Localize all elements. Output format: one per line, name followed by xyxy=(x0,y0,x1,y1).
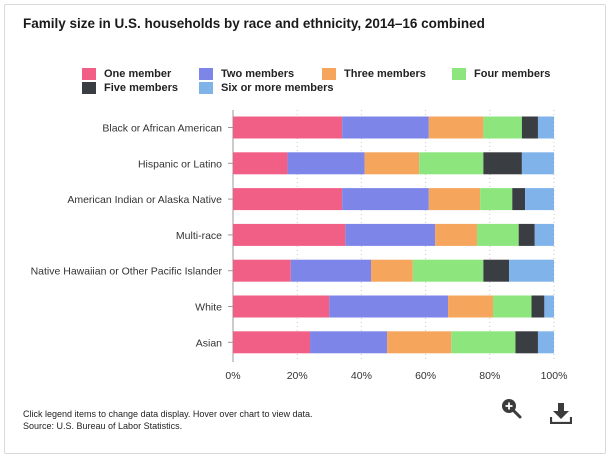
category-label: Native Hawaiian or Other Pacific Islande… xyxy=(31,266,223,278)
category-label: Black or African American xyxy=(102,123,222,135)
legend-label: Four members xyxy=(474,68,551,80)
bar-segment[interactable]: American Indian or Alaska Native — Three… xyxy=(428,188,481,211)
legend-item-six-or-more-members[interactable]: Six or more members xyxy=(199,81,334,95)
legend-swatch xyxy=(322,68,336,80)
bar-segment[interactable]: Asian — One member: 24% xyxy=(233,331,311,354)
bar-segment[interactable]: Black or African American — Five members… xyxy=(521,116,538,139)
bar-segment[interactable]: White — Three members: 14% xyxy=(448,295,494,318)
legend-swatch xyxy=(199,82,213,94)
bar-segment[interactable]: Native Hawaiian or Other Pacific Islande… xyxy=(233,259,291,282)
legend-label: One member xyxy=(104,68,172,80)
category-label: Multi-race xyxy=(176,230,222,242)
legend-label: Six or more members xyxy=(221,82,334,94)
bar-segment[interactable]: American Indian or Alaska Native — One m… xyxy=(233,188,343,211)
bar-segment[interactable]: White — Four members: 12% xyxy=(493,295,532,318)
bar-segment[interactable]: Asian — Six or more members: 5% xyxy=(537,331,554,354)
bar-segment[interactable]: White — Five members: 4% xyxy=(531,295,545,318)
category-label: Hispanic or Latino xyxy=(138,158,222,170)
bar-segment[interactable]: Asian — Two members: 24% xyxy=(310,331,388,354)
bar-segment[interactable]: White — Two members: 37% xyxy=(329,295,449,318)
bars[interactable]: Black or African American — One member: … xyxy=(233,116,554,354)
bar-segment[interactable]: Multi-race — One member: 35% xyxy=(233,223,346,246)
bar-segment[interactable]: Black or African American — One member: … xyxy=(233,116,343,139)
x-tick-labels: 0% 20% 40% 60% 80% 100% xyxy=(225,370,567,382)
bar-segment[interactable]: Multi-race — Four members: 13% xyxy=(476,223,519,246)
bar-segment[interactable]: Multi-race — Three members: 13% xyxy=(435,223,477,246)
legend-item-two-members[interactable]: Two members xyxy=(199,67,294,81)
chart-title: Family size in U.S. households by race a… xyxy=(23,16,485,31)
bar-segment[interactable]: Black or African American — Three member… xyxy=(428,116,484,139)
legend-item-five-members[interactable]: Five members xyxy=(82,81,178,95)
bar-segment[interactable]: American Indian or Alaska Native — Two m… xyxy=(342,188,429,211)
legend-swatch xyxy=(82,82,96,94)
legend-label: Two members xyxy=(221,68,295,80)
bar-segment[interactable]: Multi-race — Six or more members: 6% xyxy=(534,223,554,246)
footer-source: Source: U.S. Bureau of Labor Statistics. xyxy=(23,421,183,431)
x-tick-label: 80% xyxy=(479,370,500,382)
legend-swatch xyxy=(199,68,213,80)
footer-note: Click legend items to change data displa… xyxy=(23,409,313,419)
legend-swatch xyxy=(452,68,466,80)
bar-segment[interactable]: Black or African American — Six or more … xyxy=(537,116,554,139)
category-labels: Black or African American Hispanic or Lat… xyxy=(31,123,223,350)
x-tick-label: 20% xyxy=(287,370,308,382)
bar-segment[interactable]: Native Hawaiian or Other Pacific Islande… xyxy=(483,259,510,282)
legend-item-four-members[interactable]: Four members xyxy=(452,67,550,81)
bar-segment[interactable]: Hispanic or Latino — Four members: 20% xyxy=(419,152,484,175)
bar-segment[interactable]: Asian — Three members: 20% xyxy=(387,331,452,354)
x-tick-label: 60% xyxy=(415,370,436,382)
bar-segment[interactable]: Asian — Five members: 7% xyxy=(515,331,538,354)
bar-segment[interactable]: Hispanic or Latino — One member: 17% xyxy=(233,152,288,175)
zoom-in-icon[interactable] xyxy=(500,397,522,419)
bar-segment[interactable]: Hispanic or Latino — Two members: 24% xyxy=(287,152,365,175)
category-label: American Indian or Alaska Native xyxy=(67,194,222,206)
bar-segment[interactable]: White — One member: 30% xyxy=(233,295,330,318)
bar-segment[interactable]: Black or African American — Four members… xyxy=(483,116,522,139)
bar-segment[interactable]: Hispanic or Latino — Six or more members… xyxy=(521,152,554,175)
legend-item-one-member[interactable]: One member xyxy=(82,67,171,81)
category-label: Asian xyxy=(196,337,222,349)
download-icon[interactable] xyxy=(549,402,573,425)
bar-segment[interactable]: Black or African American — Two members:… xyxy=(342,116,429,139)
x-tick-label: 40% xyxy=(351,370,372,382)
bar-segment[interactable]: White — Six or more members: 3% xyxy=(544,295,554,318)
bar-segment[interactable]: American Indian or Alaska Native — Four … xyxy=(480,188,513,211)
bar-segment[interactable]: American Indian or Alaska Native — Six o… xyxy=(525,188,554,211)
bar-segment[interactable]: Hispanic or Latino — Five members: 12% xyxy=(483,152,522,175)
bar-segment[interactable]: Multi-race — Two members: 28% xyxy=(345,223,436,246)
legend-item-three-members[interactable]: Three members xyxy=(322,67,426,81)
bar-segment[interactable]: Native Hawaiian or Other Pacific Islande… xyxy=(290,259,372,282)
x-tick-label: 100% xyxy=(541,370,568,382)
bar-segment[interactable]: Native Hawaiian or Other Pacific Islande… xyxy=(371,259,413,282)
bar-segment[interactable]: Native Hawaiian or Other Pacific Islande… xyxy=(412,259,484,282)
legend-label: Five members xyxy=(104,82,178,94)
category-label: White xyxy=(195,302,222,314)
bar-segment[interactable]: Hispanic or Latino — Three members: 17% xyxy=(364,152,420,175)
bar-segment[interactable]: Native Hawaiian or Other Pacific Islande… xyxy=(509,259,554,282)
x-tick-label: 0% xyxy=(225,370,240,382)
bar-segment[interactable]: Multi-race — Five members: 5% xyxy=(518,223,535,246)
legend-label: Three members xyxy=(344,68,426,80)
bar-segment[interactable]: Asian — Four members: 20% xyxy=(451,331,516,354)
bar-segment[interactable]: American Indian or Alaska Native — Five … xyxy=(512,188,526,211)
legend-swatch xyxy=(82,68,96,80)
